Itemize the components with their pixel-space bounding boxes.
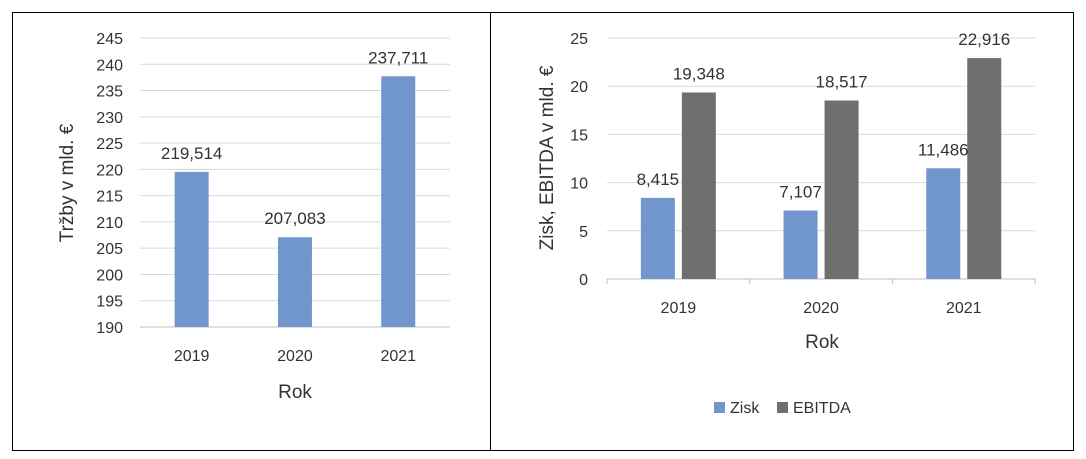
sales-x-tick-label: 2019	[174, 348, 210, 365]
profit-y-tick-label: 20	[570, 79, 588, 96]
sales-x-tick-label: 2020	[277, 348, 313, 365]
profit-data-label-ebitda-2019: 19,348	[673, 64, 725, 83]
profit-y-tick-label: 15	[570, 127, 588, 144]
sales-y-tick-label: 230	[96, 110, 123, 127]
profit-data-label-ebitda-2020: 18,517	[816, 72, 868, 91]
sales-y-tick-label: 190	[96, 320, 123, 337]
profit-data-labels: 8,415 19,348 7,107 18,517 11,486 22,916	[637, 30, 1011, 201]
profit-data-label-zisk-2021: 11,486	[918, 140, 969, 159]
legend-label-zisk: Zisk	[730, 400, 760, 417]
sales-data-label-sales-2020: 207,083	[264, 209, 325, 228]
sales-x-ticks: 2019 2020 2021	[174, 348, 416, 365]
profit-data-label-ebitda-2021: 22,916	[958, 30, 1010, 49]
sales-x-axis-title: Rok	[278, 382, 312, 403]
sales-y-tick-label: 215	[96, 189, 123, 206]
profit-x-tick-label: 2020	[803, 300, 839, 317]
sales-data-label-sales-2021: 237,711	[368, 48, 428, 67]
sales-y-tick-label: 210	[96, 215, 123, 232]
profit-bar-ebitda-2020	[824, 100, 859, 279]
profit-bar-zisk-2021	[926, 168, 961, 279]
sales-x-tick-label: 2021	[380, 348, 416, 365]
profit-bar-ebitda-2019	[681, 92, 716, 279]
legend-label-ebitda: EBITDA	[793, 400, 851, 417]
figure-frame	[12, 12, 1074, 451]
sales-y-tick-label: 195	[96, 294, 123, 311]
profit-bar-zisk-2020	[783, 210, 818, 279]
profit-bar-ebitda-2021	[967, 58, 1002, 280]
profit-y-tick-label: 10	[570, 176, 588, 193]
profit-x-tick-label: 2021	[946, 300, 982, 317]
profit-grid	[606, 37, 1036, 284]
sales-bar-sales-2021	[381, 76, 416, 327]
sales-y-tick-label: 200	[96, 267, 123, 284]
profit-data-label-zisk-2019: 8,415	[637, 170, 680, 189]
sales-y-ticks: 190 195 200 205 210 215 220 225 230 235 240 245	[96, 31, 123, 337]
profit-bar-zisk-2019	[640, 197, 675, 279]
sales-y-tick-label: 220	[96, 162, 123, 179]
legend-swatch-zisk	[714, 402, 725, 413]
sales-y-tick-label: 240	[96, 57, 123, 74]
profit-x-axis-title: Rok	[805, 332, 839, 353]
sales-y-tick-label: 235	[96, 84, 123, 101]
sales-y-axis-title: Tržby v mld. €	[57, 123, 78, 242]
legend-swatch-ebitda	[777, 402, 788, 413]
profit-x-tick-label: 2019	[661, 300, 697, 317]
sales-bar-sales-2019	[174, 171, 209, 327]
sales-chart: 219,514 207,083 237,711 190 195 200 205 210 215…	[57, 31, 450, 403]
sales-bars	[174, 76, 416, 327]
profit-y-tick-label: 25	[570, 31, 588, 48]
legend: Zisk EBITDA	[714, 400, 851, 417]
profit-y-tick-label: 0	[579, 272, 588, 289]
profit-data-label-zisk-2020: 7,107	[779, 182, 822, 201]
sales-y-tick-label: 205	[96, 241, 123, 258]
sales-y-tick-label: 245	[96, 31, 123, 48]
profit-bars	[640, 58, 1002, 280]
profit-y-tick-label: 5	[579, 224, 588, 241]
profit-y-axis-title: Zisk, EBITDA v mld. €	[537, 65, 558, 250]
sales-data-label-sales-2019: 219,514	[161, 144, 222, 163]
sales-y-tick-label: 225	[96, 136, 123, 153]
profit-y-ticks: 0 5 10 15 20 25	[570, 31, 588, 289]
sales-data-labels: 219,514 207,083 237,711	[161, 48, 428, 228]
profit-x-ticks: 2019 2020 2021	[661, 300, 982, 317]
profit-ebitda-chart: 8,415 19,348 7,107 18,517 11,486 22,916 0 5 10 1…	[537, 30, 1036, 417]
sales-bar-sales-2020	[277, 237, 312, 327]
